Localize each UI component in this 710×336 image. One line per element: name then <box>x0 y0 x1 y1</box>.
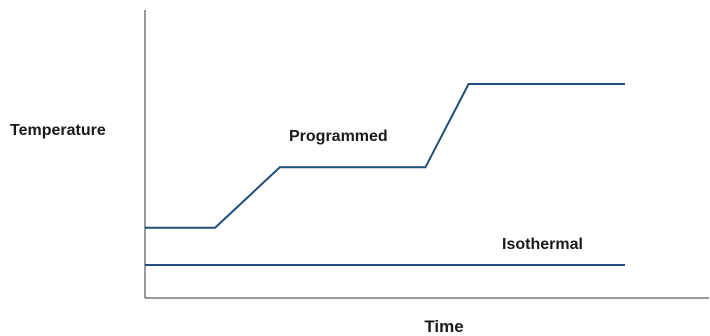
series-label-programmed: Programmed <box>289 128 388 145</box>
x-axis-label: Time <box>424 317 463 336</box>
y-axis-label: Temperature <box>10 122 106 139</box>
series-label-isothermal: Isothermal <box>502 236 583 253</box>
series-layer <box>145 83 625 266</box>
series-line-programmed <box>145 83 625 229</box>
